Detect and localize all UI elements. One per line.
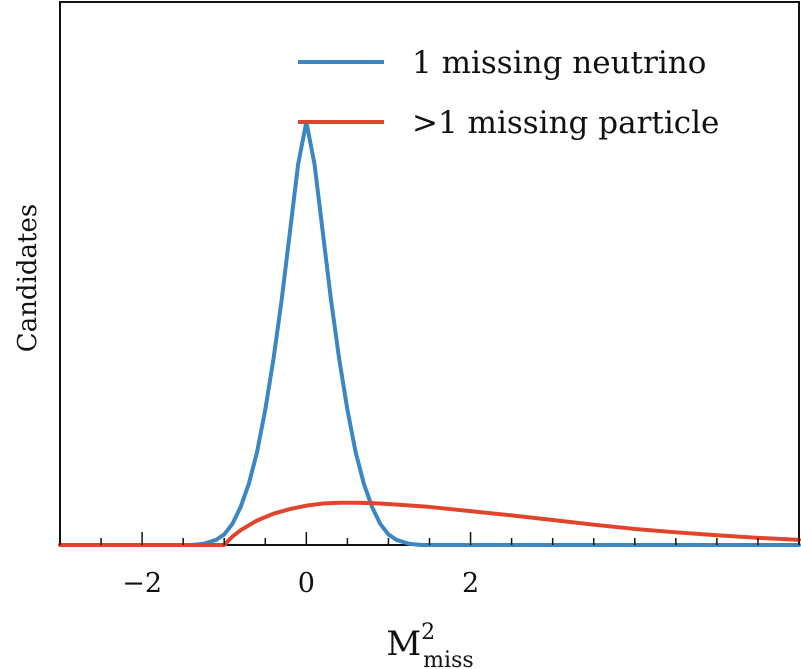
x-tick-label: 2 [462, 568, 479, 599]
legend: 1 missing neutrino >1 missing particle [298, 45, 719, 141]
x-axis-label: M2 miss [386, 620, 473, 669]
plot-area [59, 1, 800, 546]
x-axis-ticks: −2 0 2 [59, 532, 800, 599]
series-group [58, 120, 801, 547]
series-line-1 [58, 120, 801, 547]
x-tick-label: −2 [122, 568, 162, 599]
x-tick-label: 0 [298, 568, 315, 599]
series-line-2 [58, 500, 801, 547]
x-axis-label-base: M [386, 624, 421, 664]
legend-label-2: >1 missing particle [412, 105, 719, 141]
y-axis-label: Candidates [13, 204, 43, 352]
plot-frame [59, 1, 800, 546]
legend-label-1: 1 missing neutrino [412, 45, 706, 81]
x-axis-label-sup: 2 [421, 620, 435, 645]
x-axis-label-sub: miss [423, 648, 473, 669]
